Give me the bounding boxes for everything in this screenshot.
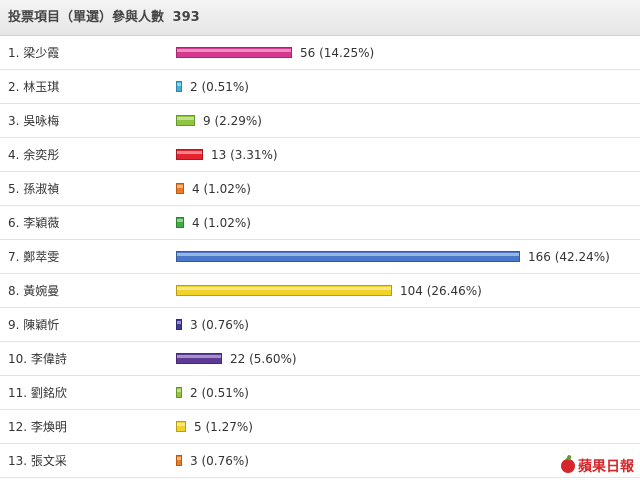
poll-row: 7. 鄭萃雯 166 (42.24%)	[0, 240, 640, 274]
poll-row: 5. 孫淑禎 4 (1.02%)	[0, 172, 640, 206]
poll-row: 2. 林玉琪 2 (0.51%)	[0, 70, 640, 104]
candidate-label: 2. 林玉琪	[8, 80, 60, 94]
vote-bar	[176, 149, 203, 160]
vote-bar	[176, 47, 292, 58]
vote-count-label: 4 (1.02%)	[192, 182, 251, 196]
vote-bar	[176, 251, 520, 262]
vote-bar	[176, 217, 184, 228]
candidate-label: 10. 李偉詩	[8, 352, 67, 366]
candidate-label: 12. 李煥明	[8, 420, 67, 434]
poll-row: 8. 黃婉曼 104 (26.46%)	[0, 274, 640, 308]
poll-row: 13. 張文采 3 (0.76%)	[0, 444, 640, 478]
candidate-label: 4. 余奕彤	[8, 148, 60, 162]
poll-row: 11. 劉銘欣 2 (0.51%)	[0, 376, 640, 410]
vote-count-label: 13 (3.31%)	[211, 148, 278, 162]
vote-bar	[176, 183, 184, 194]
candidate-label: 5. 孫淑禎	[8, 182, 60, 196]
vote-bar	[176, 285, 392, 296]
vote-bar	[176, 353, 222, 364]
vote-count-label: 104 (26.46%)	[400, 284, 482, 298]
poll-row: 6. 李穎薇 4 (1.02%)	[0, 206, 640, 240]
vote-count-label: 3 (0.76%)	[190, 318, 249, 332]
poll-row: 4. 余奕彤 13 (3.31%)	[0, 138, 640, 172]
poll-row: 12. 李煥明 5 (1.27%)	[0, 410, 640, 444]
vote-bar	[176, 81, 182, 92]
poll-row: 1. 梁少霞 56 (14.25%)	[0, 36, 640, 70]
vote-count-label: 166 (42.24%)	[528, 250, 610, 264]
vote-count-label: 56 (14.25%)	[300, 46, 375, 60]
candidate-label: 9. 陳穎忻	[8, 318, 60, 332]
vote-bar	[176, 421, 186, 432]
poll-row: 9. 陳穎忻 3 (0.76%)	[0, 308, 640, 342]
vote-count-label: 9 (2.29%)	[203, 114, 262, 128]
participant-count: 393	[172, 10, 200, 25]
poll-row: 10. 李偉詩 22 (5.60%)	[0, 342, 640, 376]
poll-header: 投票項目（單選）參與人數 393	[0, 0, 640, 36]
vote-count-label: 2 (0.51%)	[190, 386, 249, 400]
candidate-label: 13. 張文采	[8, 454, 67, 468]
candidate-label: 8. 黃婉曼	[8, 284, 60, 298]
candidate-label: 1. 梁少霞	[8, 46, 60, 60]
vote-count-label: 5 (1.27%)	[194, 420, 253, 434]
vote-bar	[176, 115, 195, 126]
apple-icon	[561, 459, 575, 473]
vote-count-label: 3 (0.76%)	[190, 454, 249, 468]
candidate-label: 11. 劉銘欣	[8, 386, 67, 400]
vote-bar	[176, 319, 182, 330]
candidate-label: 7. 鄭萃雯	[8, 250, 60, 264]
vote-count-label: 4 (1.02%)	[192, 216, 251, 230]
candidate-label: 3. 吳咏梅	[8, 114, 60, 128]
poll-title: 投票項目（單選）參與人數	[8, 10, 165, 25]
newspaper-logo: 蘋果日報	[561, 456, 634, 476]
vote-bar	[176, 455, 182, 466]
logo-text: 蘋果日報	[578, 459, 634, 475]
vote-count-label: 2 (0.51%)	[190, 80, 249, 94]
vote-bar	[176, 387, 182, 398]
candidate-label: 6. 李穎薇	[8, 216, 60, 230]
poll-row: 3. 吳咏梅 9 (2.29%)	[0, 104, 640, 138]
vote-count-label: 22 (5.60%)	[230, 352, 297, 366]
